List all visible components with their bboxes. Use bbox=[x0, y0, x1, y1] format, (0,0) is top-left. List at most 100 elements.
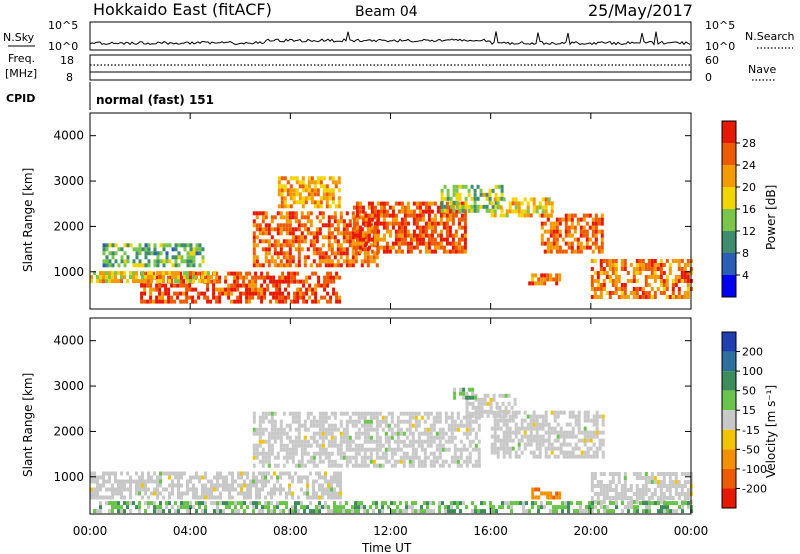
power-cell bbox=[354, 255, 358, 260]
ytick-label: 1000 bbox=[53, 265, 84, 279]
power-cell bbox=[614, 291, 618, 295]
power-cell bbox=[276, 223, 280, 228]
velocity-cell bbox=[168, 509, 171, 514]
velocity-cell bbox=[502, 454, 506, 459]
power-cell bbox=[430, 201, 434, 206]
power-cell bbox=[485, 204, 489, 209]
velocity-cell bbox=[435, 443, 439, 448]
power-cell bbox=[591, 217, 595, 222]
velocity-cell bbox=[231, 471, 234, 476]
power-cell bbox=[549, 241, 553, 246]
velocity-cell bbox=[465, 505, 468, 510]
velocity-cell bbox=[408, 463, 412, 468]
velocity-cell bbox=[324, 505, 327, 510]
velocity-cell bbox=[255, 505, 258, 510]
power-cell bbox=[156, 255, 160, 260]
velocity-cell bbox=[411, 435, 415, 440]
velocity-cell bbox=[393, 439, 397, 444]
velocity-cell bbox=[138, 487, 141, 492]
velocity-cell bbox=[255, 427, 259, 432]
power-cell bbox=[394, 221, 398, 226]
velocity-cell bbox=[267, 479, 270, 484]
velocity-cell bbox=[477, 415, 481, 420]
velocity-cell bbox=[324, 475, 327, 480]
velocity-cell bbox=[354, 501, 357, 506]
power-cell bbox=[418, 229, 422, 234]
power-cell bbox=[331, 200, 335, 205]
power-cell bbox=[233, 275, 237, 280]
power-cell bbox=[570, 249, 574, 254]
velocity-cell bbox=[357, 443, 361, 448]
velocity-cell bbox=[602, 492, 606, 496]
velocity-cell bbox=[496, 422, 500, 427]
power-cell bbox=[162, 243, 166, 248]
power-cell bbox=[358, 201, 362, 206]
power-cell bbox=[540, 277, 544, 282]
power-cell bbox=[319, 184, 323, 189]
velocity-cell bbox=[681, 505, 684, 510]
velocity-cell bbox=[411, 431, 415, 436]
velocity-cell bbox=[111, 495, 114, 500]
velocity-cell bbox=[363, 505, 366, 510]
velocity-cell bbox=[147, 479, 150, 484]
power-cell bbox=[339, 263, 343, 268]
power-cell bbox=[668, 295, 672, 299]
power-cell bbox=[358, 237, 362, 242]
velocity-cell bbox=[571, 446, 575, 451]
power-cell bbox=[309, 211, 313, 216]
power-cell bbox=[454, 249, 458, 254]
power-cell bbox=[485, 192, 489, 197]
velocity-cell bbox=[363, 439, 367, 444]
velocity-cell bbox=[168, 471, 171, 476]
velocity-cell bbox=[520, 418, 524, 423]
velocity-cell bbox=[405, 435, 409, 440]
power-cell bbox=[555, 233, 559, 238]
velocity-cell bbox=[423, 411, 427, 416]
power-cell bbox=[129, 275, 132, 280]
power-cell bbox=[141, 279, 144, 284]
power-cell bbox=[280, 200, 284, 205]
velocity-cell bbox=[680, 472, 684, 476]
power-cell bbox=[299, 287, 303, 292]
power-cell bbox=[421, 213, 425, 218]
velocity-cell bbox=[354, 459, 358, 464]
power-cell bbox=[424, 241, 428, 246]
power-cell bbox=[335, 271, 339, 276]
power-cell bbox=[591, 229, 595, 234]
noise-right-tick-top: 10^5 bbox=[705, 19, 735, 32]
power-cell bbox=[473, 208, 477, 213]
velocity-cell bbox=[279, 419, 283, 424]
power-cell bbox=[164, 291, 168, 296]
power-cell bbox=[369, 243, 373, 248]
power-cell bbox=[406, 245, 410, 250]
power-cell bbox=[352, 241, 356, 246]
power-cell bbox=[114, 279, 117, 284]
velocity-cell bbox=[668, 496, 672, 500]
velocity-cell bbox=[351, 509, 354, 514]
velocity-cell bbox=[252, 501, 255, 506]
velocity-cell bbox=[195, 491, 198, 496]
power-cell bbox=[177, 255, 181, 260]
velocity-cell bbox=[324, 491, 327, 496]
power-cell bbox=[102, 279, 105, 284]
velocity-cell bbox=[312, 479, 315, 484]
power-cell bbox=[189, 247, 193, 252]
power-cell bbox=[165, 251, 169, 256]
velocity-cell bbox=[483, 509, 486, 514]
power-cell bbox=[153, 259, 157, 264]
power-cell bbox=[282, 263, 286, 268]
power-cell bbox=[373, 225, 377, 230]
velocity-cell bbox=[638, 492, 642, 496]
power-cell bbox=[336, 263, 340, 268]
velocity-cell bbox=[559, 434, 563, 439]
velocity-cell bbox=[327, 443, 331, 448]
power-cell bbox=[458, 208, 462, 213]
power-cell bbox=[297, 259, 301, 264]
velocity-cell bbox=[591, 505, 594, 510]
power-cell bbox=[635, 287, 639, 291]
velocity-cell bbox=[532, 450, 536, 455]
power-cell bbox=[385, 209, 389, 214]
power-cell bbox=[311, 299, 315, 304]
power-cell bbox=[635, 279, 639, 283]
power-cell bbox=[600, 249, 604, 254]
